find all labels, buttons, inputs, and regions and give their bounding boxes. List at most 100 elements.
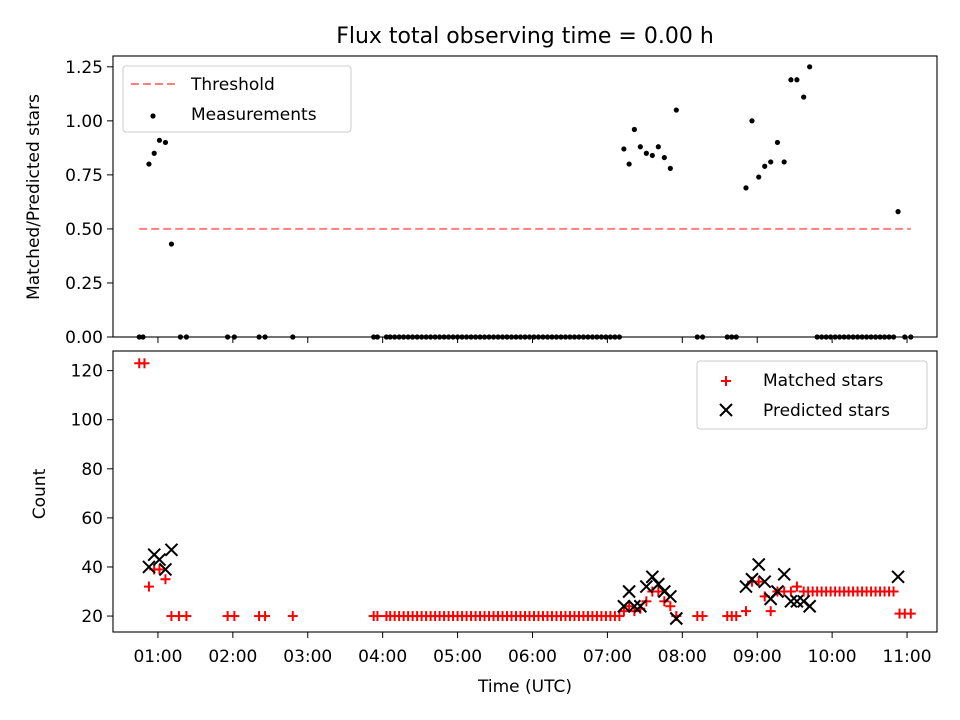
top-y-tick-label: 0.75 (65, 166, 103, 186)
bottom-y-tick-label: 80 (81, 460, 103, 480)
measurement-point (156, 137, 163, 143)
top-axes-frame (112, 55, 938, 338)
x-tick-label: 01:00 (133, 647, 182, 667)
measurement-point (762, 163, 768, 169)
predicted-star-point (152, 552, 167, 567)
x-axis-label: Time (UTC) (477, 677, 572, 697)
matched-star-point (154, 564, 165, 575)
predicted-star-point (158, 562, 173, 577)
matched-star-point (888, 586, 899, 597)
matched-star-point (372, 611, 383, 622)
measurement-point (162, 139, 169, 146)
predicted-star-point (770, 584, 785, 599)
matched-star-point (731, 611, 742, 622)
matched-star-point (260, 611, 271, 622)
matched-star-point (765, 606, 776, 617)
top-panel: 0.00 0.25 0.50 0.75 1.00 1.25 Matched/Predict… (24, 55, 938, 348)
x-tick-label: 09:00 (733, 647, 782, 667)
measurement-point (781, 159, 787, 165)
predicted-star-point (777, 567, 791, 582)
measurement-point (168, 241, 175, 247)
top-legend-box (122, 65, 352, 133)
matched-star-point (740, 606, 751, 617)
legend-matched-marker (721, 376, 731, 386)
x-tick-label: 06:00 (508, 647, 557, 667)
matched-star-point (181, 611, 192, 622)
top-y-tick-label: 0.00 (65, 328, 103, 348)
predicted-star-point (752, 557, 766, 572)
predicted-star-point (622, 584, 636, 599)
measurement-point (146, 161, 152, 167)
matched-star-point (905, 608, 916, 619)
measurement-point (788, 77, 794, 83)
chart-title: Flux total observing time = 0.00 h (336, 24, 714, 49)
matched-star-point (624, 601, 635, 612)
measurement-point (749, 118, 755, 124)
measurement-point (631, 126, 637, 133)
legend-threshold-label: Threshold (190, 75, 275, 95)
measurement-point (794, 77, 800, 83)
predicted-star-point (142, 560, 156, 574)
legend-predicted-label: Predicted stars (763, 401, 890, 421)
top-y-tick-label: 1.00 (65, 112, 103, 132)
measurement-point (151, 150, 157, 156)
legend-measurement-dot (150, 113, 156, 119)
bottom-marks (134, 358, 916, 626)
top-ylabel: Matched/Predicted stars (24, 94, 44, 300)
bottom-y-tick-label: 120 (71, 362, 103, 382)
matched-star-point (785, 586, 796, 597)
matched-star-point (614, 611, 625, 622)
bottom-legend: Matched stars Predicted stars (696, 360, 928, 430)
measurement-point (756, 174, 762, 180)
measurement-point (673, 107, 679, 113)
measurement-point (801, 94, 807, 100)
predicted-star-point (633, 599, 648, 613)
predicted-star-point (891, 570, 905, 584)
predicted-star-point (669, 611, 684, 626)
matched-star-point (653, 586, 664, 597)
bottom-axes-frame (112, 350, 938, 633)
top-y-tick-label: 0.50 (65, 220, 103, 240)
measurement-point (637, 144, 643, 150)
measurement-point (768, 159, 774, 165)
predicted-star-point (639, 579, 654, 594)
measurement-point (895, 209, 901, 215)
measurement-point (661, 154, 667, 161)
predicted-star-point (802, 599, 817, 613)
bottom-y-tick-label: 60 (81, 509, 103, 529)
bottom-y-tick-label: 40 (81, 558, 103, 578)
matched-star-point (618, 606, 629, 617)
legend-predicted-marker (719, 403, 733, 417)
measurement-point (655, 144, 661, 150)
x-tick-label: 10:00 (808, 647, 857, 667)
legend-matched-label: Matched stars (763, 371, 883, 391)
matched-star-point (791, 581, 802, 592)
bottom-ticks: 01:00 02:00 03:00 04:00 05:00 06:00 07:00 08:00… (71, 362, 932, 667)
top-legend: Threshold Measurements (122, 65, 352, 133)
predicted-star-point (663, 589, 678, 604)
x-tick-label: 11:00 (883, 647, 932, 667)
measurement-point (621, 146, 627, 152)
top-y-tick-label: 0.25 (65, 274, 103, 294)
x-tick-label: 03:00 (283, 647, 332, 667)
x-tick-label: 04:00 (358, 647, 407, 667)
predicted-star-point (164, 543, 179, 557)
predicted-star-point (758, 574, 772, 589)
bottom-ylabel: Count (30, 468, 50, 519)
x-tick-label: 02:00 (208, 647, 257, 667)
predicted-star-point (784, 594, 798, 609)
matched-star-point (665, 601, 676, 612)
measurement-point (774, 139, 781, 146)
matched-star-point (287, 611, 298, 622)
matched-star-point (143, 581, 154, 592)
predicted-star-point (617, 599, 631, 613)
top-y-tick-label: 1.25 (65, 58, 103, 78)
x-tick-label: 08:00 (658, 647, 707, 667)
predicted-star-point (627, 599, 642, 613)
x-tick-label: 07:00 (583, 647, 632, 667)
matched-star-point (160, 574, 171, 585)
bottom-y-tick-label: 100 (71, 411, 103, 431)
bottom-y-tick-label: 20 (81, 607, 103, 627)
measurement-point (643, 150, 649, 156)
